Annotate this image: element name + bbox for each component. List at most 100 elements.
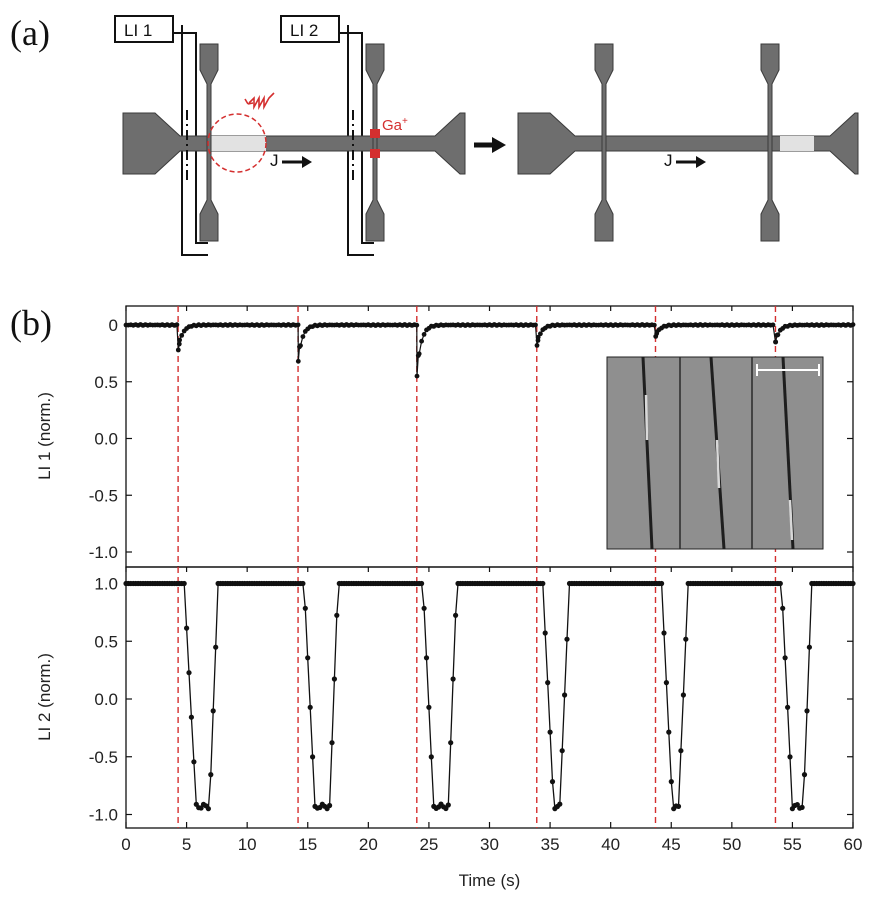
li2-data-point — [549, 779, 556, 785]
li1-data-point — [850, 322, 856, 327]
li1-data-point — [421, 332, 427, 337]
li2-data-point — [680, 692, 687, 698]
li2-data-point — [663, 680, 670, 686]
li1-data-point — [175, 347, 181, 353]
li1-data-point — [414, 373, 420, 379]
cross-contact-2 — [365, 43, 385, 242]
current-arrowhead-left-icon — [302, 156, 312, 168]
cross-contact-4 — [760, 43, 780, 242]
li2-data-point — [213, 644, 219, 650]
li2-data-point — [683, 636, 689, 642]
li2-data-point — [300, 580, 306, 587]
li2-data-point — [305, 655, 311, 661]
xtick-label: 35 — [541, 835, 560, 854]
li2-box — [280, 15, 340, 43]
li1-data-point — [300, 334, 306, 339]
li1-ylabel: LI 1 (norm.) — [35, 392, 54, 480]
li2-data-point — [334, 612, 340, 618]
li1-data-point — [534, 343, 540, 348]
li2-data-point — [678, 748, 684, 754]
li1-data-point — [538, 331, 543, 337]
li2-data-point — [181, 580, 187, 587]
li2-data-point — [545, 680, 551, 686]
li2-data-point — [329, 740, 335, 746]
ion-label: Ga+ — [382, 116, 408, 134]
li2-label: LI 2 — [290, 21, 318, 40]
li2-data-point — [302, 605, 308, 611]
li2-data-point — [186, 670, 192, 676]
li2-data-point — [426, 704, 432, 710]
li2-data-point — [799, 804, 805, 811]
li1-data-point — [298, 343, 303, 348]
li2-data-point — [184, 625, 190, 631]
li2-data-point — [419, 580, 425, 587]
li2-ytick-label: 0.5 — [94, 632, 118, 651]
li2-data-point — [804, 708, 810, 714]
xtick-label: 20 — [359, 835, 378, 854]
device-schematic-right: J — [517, 43, 859, 242]
photon-arrowhead-icon — [244, 98, 254, 105]
current-label-left: J — [270, 151, 279, 170]
li1-data-point — [773, 339, 779, 345]
li2-data-point — [782, 655, 788, 661]
li1-ytick-label: 0.5 — [94, 373, 118, 392]
li2-data-point — [205, 806, 211, 812]
xtick-label: 5 — [182, 835, 191, 854]
nanowire-right — [517, 112, 859, 175]
li2-data-point — [557, 801, 563, 807]
li2-data-point — [331, 676, 337, 682]
li2-data-point — [659, 580, 665, 587]
li2-ytick-label: 0.0 — [94, 690, 118, 709]
li1-chart: 0 0.5 0.0 -0.5 -1.0 LI 1 (norm.) — [35, 305, 856, 568]
li2-data-point — [661, 630, 667, 636]
li1-data-point — [651, 322, 657, 328]
cross-contact-1 — [199, 43, 219, 242]
li2-chart: 1.0 0.5 0.0 -0.5 -1.00 5 10 15 20 25 30 35 40 45 50 55 6… — [35, 566, 863, 890]
li1-ytick-label: 0 — [109, 316, 118, 335]
li2-data-point — [850, 580, 856, 587]
li1-data-point — [535, 334, 541, 340]
domain-region-left — [208, 136, 266, 151]
li2-data-point — [453, 612, 459, 618]
inset-image — [606, 356, 824, 550]
x-axis-label: Time (s) — [459, 871, 521, 890]
xtick-label: 15 — [298, 835, 317, 854]
ga-marker-bottom — [370, 149, 380, 158]
li2-data-point — [208, 772, 214, 778]
li1-box — [114, 15, 174, 43]
panel-a-label: (a) — [10, 13, 50, 53]
li2-ytick-label: 1.0 — [94, 575, 118, 594]
li2-data-point — [564, 636, 570, 642]
li2-data-point — [562, 692, 568, 698]
xtick-label: 50 — [722, 835, 741, 854]
ga-marker-top — [370, 129, 380, 138]
inset-scale-bar — [756, 364, 820, 376]
li2-data-point — [559, 748, 565, 754]
li2-ytick-label: -1.0 — [89, 806, 118, 825]
li2-plot-frame — [125, 566, 854, 829]
device-schematic-left: LI 1 LI 2 Ga+ J — [114, 15, 466, 256]
li1-ytick-label: -1.0 — [89, 543, 118, 562]
li1-ytick-label: 0.0 — [94, 430, 118, 449]
li1-data-point — [177, 337, 183, 343]
li2-data-point — [806, 644, 813, 650]
domain-region-right — [780, 136, 814, 151]
photon-wave-icon — [248, 92, 275, 111]
xtick-label: 10 — [238, 835, 257, 854]
li1-ytick-label: -0.5 — [89, 486, 118, 505]
inset-highlight-1 — [644, 394, 649, 441]
li1-data-point — [419, 338, 424, 344]
xtick-label: 25 — [419, 835, 438, 854]
li2-data-point — [801, 772, 808, 778]
xtick-label: 60 — [844, 835, 863, 854]
li1-data-point — [295, 322, 301, 328]
cross-contact-3 — [594, 43, 614, 242]
li2-data-point — [787, 754, 793, 760]
li2-ylabel: LI 2 (norm.) — [35, 653, 54, 741]
li1-data-point — [416, 351, 422, 357]
li1-label: LI 1 — [124, 21, 152, 40]
li2-data-point — [445, 802, 451, 808]
inset-stripe-1 — [641, 356, 654, 550]
li2-data-point — [327, 802, 333, 809]
inset-highlight-2 — [715, 439, 721, 489]
